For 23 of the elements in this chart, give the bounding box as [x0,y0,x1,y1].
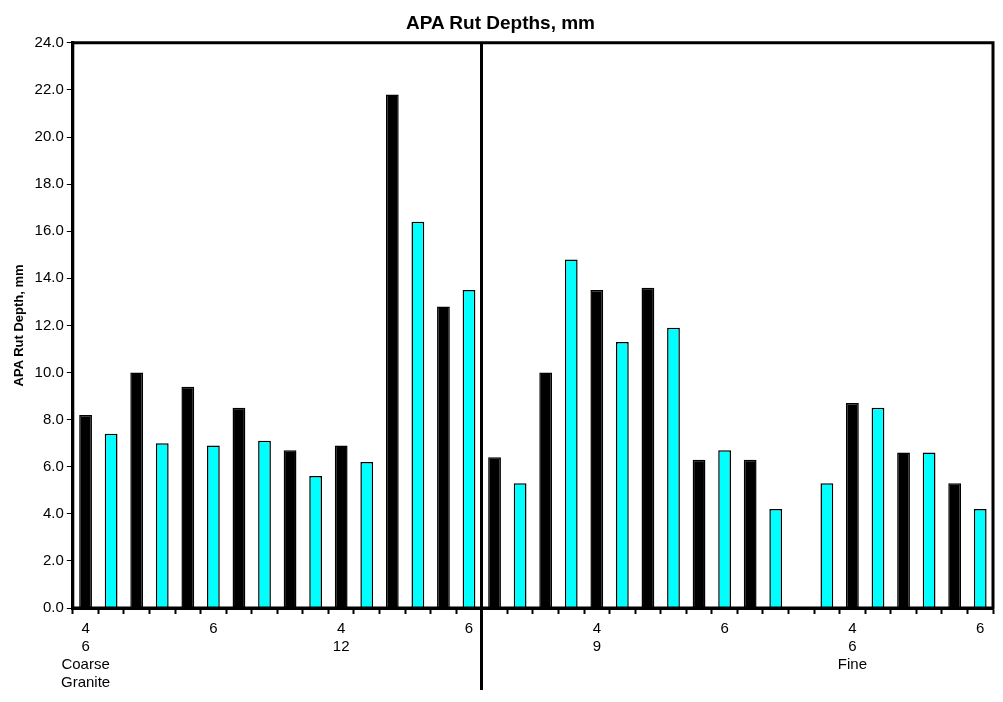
x-tick-label: 6 [209,619,218,637]
y-tick-label: 4.0 [42,503,64,521]
x-tick-label: 6 [464,619,474,637]
y-tick-label: 10.0 [34,362,64,380]
x-tick-label: 4 12 [332,619,350,655]
chart-title: APA Rut Depths, mm [406,11,595,33]
x-tick-label: 4 6 Fine [837,619,868,673]
y-tick-label: 0.0 [42,598,64,616]
y-tick-label: 18.0 [34,174,64,192]
y-tick-label: 16.0 [34,221,64,239]
y-tick-label: 6.0 [42,456,64,474]
x-tick-label: 4 6 Coarse Granite [60,619,111,691]
y-tick-label: 8.0 [42,409,64,427]
y-tick-label: 2.0 [42,551,64,569]
y-tick-label: 24.0 [34,32,64,50]
y-axis-title: APA Rut Depth, mm [11,264,27,387]
y-tick-label: 12.0 [34,315,64,333]
x-tick-label: 4 9 [592,619,601,655]
y-tick-label: 20.0 [34,127,64,145]
y-tick-label: 14.0 [34,268,64,286]
y-tick-label: 22.0 [34,80,64,98]
x-tick-label: 6 [720,619,729,637]
x-tick-label: 6 [976,619,985,637]
